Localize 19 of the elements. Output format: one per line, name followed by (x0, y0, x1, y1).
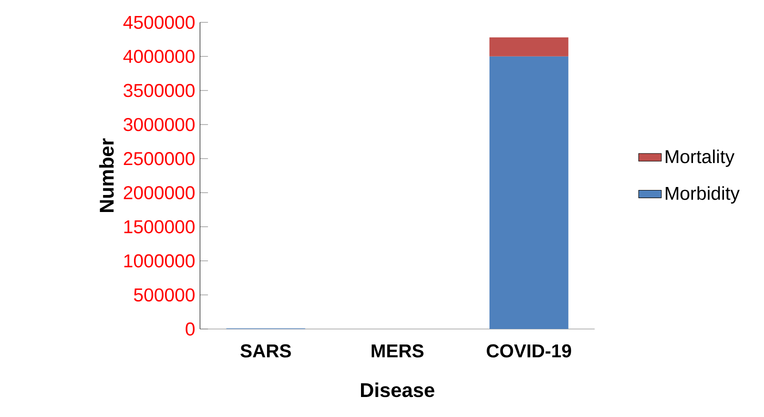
legend-label: Morbidity (666, 186, 740, 204)
x-tick-label: MERS (372, 344, 424, 358)
y-tick-label: 3000000 (124, 118, 195, 132)
y-tick-label: 4000000 (123, 50, 195, 63)
y-tick-label: 1000000 (124, 254, 195, 268)
x-tick-label: SARS (240, 344, 291, 358)
bar (489, 37, 568, 56)
bar (489, 56, 568, 329)
y-tick-label: 4500000 (123, 16, 195, 29)
y-tick-label: 0 (186, 322, 195, 336)
x-tick-label: COVID-19 (486, 344, 572, 358)
y-tick-label: 2000000 (124, 186, 195, 200)
y-tick-label: 3500000 (124, 84, 195, 98)
y-tick-label: 500000 (134, 288, 195, 302)
y-axis-title: Number (99, 138, 114, 212)
legend-label: Mortality (666, 150, 734, 167)
y-tick-label: 1500000 (124, 220, 195, 234)
x-axis-title: Disease (361, 382, 434, 398)
y-tick-label: 2500000 (124, 152, 195, 166)
